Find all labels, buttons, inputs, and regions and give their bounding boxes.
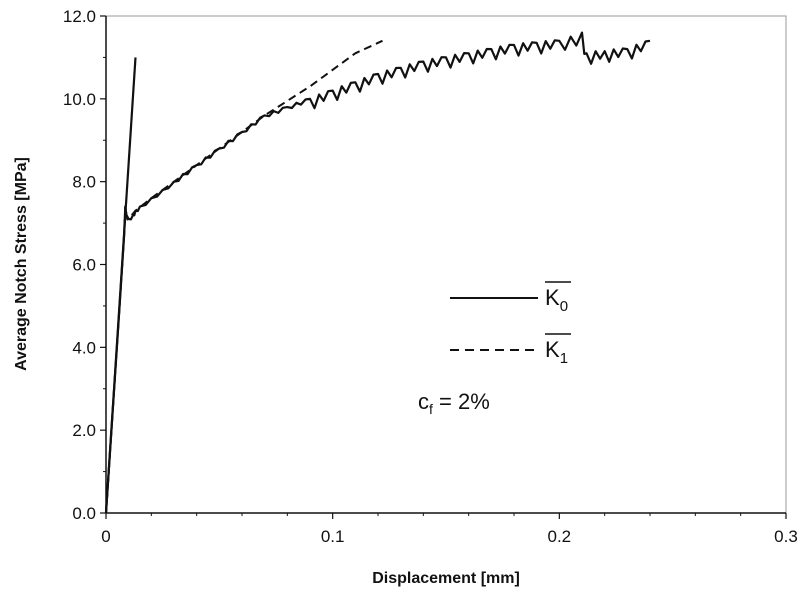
y-tick-label: 4.0 (72, 338, 96, 357)
x-axis-title: Displacement [mm] (372, 570, 520, 587)
x-tick-label: 0.2 (548, 527, 572, 546)
series-group (104, 31, 651, 514)
x-tick-label: 0.1 (321, 527, 345, 546)
x-ticks: 0 0.1 0.2 0.3 (101, 513, 798, 546)
plot-area (105, 15, 787, 514)
series-line-2 (105, 39, 383, 514)
y-tick-label: 2.0 (72, 421, 96, 440)
legend-item-k0: K0 (450, 281, 571, 315)
y-tick-label: 6.0 (72, 256, 96, 275)
y-tick-label: 12.0 (63, 7, 96, 26)
y-axis-title: Average Notch Stress [MPa] (13, 157, 30, 371)
legend-item-k1: K1 (450, 333, 571, 367)
x-tick-label: 0.3 (774, 527, 798, 546)
y-ticks: 0.0 2.0 4.0 6.0 8.0 10.0 12.0 (63, 7, 106, 523)
legend-label-k0: K0 (545, 285, 568, 315)
y-tick-label: 0.0 (72, 504, 96, 523)
x-tick-label: 0 (101, 527, 110, 546)
series-line-0 (104, 31, 651, 514)
y-tick-label: 8.0 (72, 173, 96, 192)
legend: K0 K1 (450, 281, 571, 367)
annotation-cf: cf = 2% (418, 389, 490, 417)
legend-label-k1: K1 (545, 337, 568, 367)
y-tick-label: 10.0 (63, 90, 96, 109)
